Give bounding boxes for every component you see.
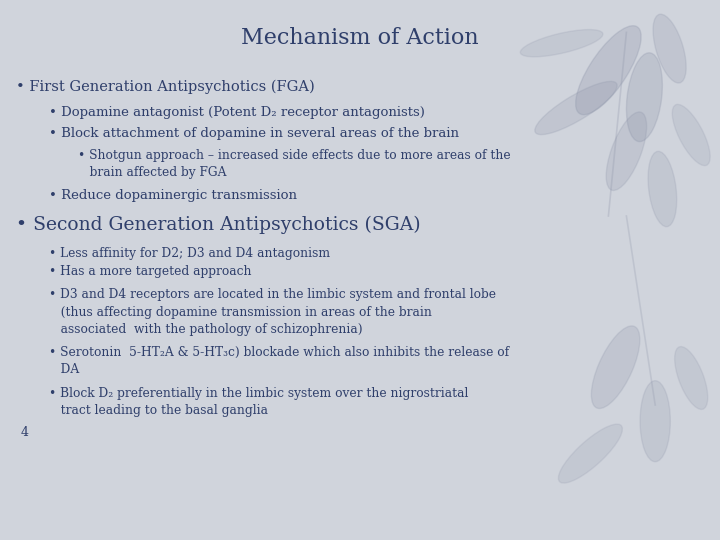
Text: (thus affecting dopamine transmission in areas of the brain: (thus affecting dopamine transmission in… <box>49 306 432 319</box>
Text: • Block D₂ preferentially in the limbic system over the nigrostriatal: • Block D₂ preferentially in the limbic … <box>49 387 468 400</box>
Text: • Second Generation Antipsychotics (SGA): • Second Generation Antipsychotics (SGA) <box>16 216 420 234</box>
Ellipse shape <box>675 347 708 409</box>
Text: • D3 and D4 receptors are located in the limbic system and frontal lobe: • D3 and D4 receptors are located in the… <box>49 288 496 301</box>
Text: • Shotgun approach – increased side effects due to more areas of the: • Shotgun approach – increased side effe… <box>78 149 510 162</box>
Text: • Serotonin  5-HT₂A & 5-HT₃c) blockade which also inhibits the release of: • Serotonin 5-HT₂A & 5-HT₃c) blockade wh… <box>49 346 509 359</box>
Ellipse shape <box>591 326 640 408</box>
Text: DA: DA <box>49 363 79 376</box>
Ellipse shape <box>521 30 603 57</box>
Text: Mechanism of Action: Mechanism of Action <box>241 27 479 49</box>
Text: • Has a more targeted approach: • Has a more targeted approach <box>49 265 251 278</box>
Text: • Block attachment of dopamine in several areas of the brain: • Block attachment of dopamine in severa… <box>49 127 459 140</box>
Text: • First Generation Antipsychotics (FGA): • First Generation Antipsychotics (FGA) <box>16 79 315 93</box>
Ellipse shape <box>576 26 641 114</box>
Text: • Dopamine antagonist (Potent D₂ receptor antagonists): • Dopamine antagonist (Potent D₂ recepto… <box>49 106 425 119</box>
Text: 4: 4 <box>20 426 28 438</box>
Text: associated  with the pathology of schizophrenia): associated with the pathology of schizop… <box>49 323 363 336</box>
Ellipse shape <box>535 82 617 134</box>
Text: • Less affinity for D2; D3 and D4 antagonism: • Less affinity for D2; D3 and D4 antago… <box>49 247 330 260</box>
Ellipse shape <box>672 104 710 166</box>
Ellipse shape <box>653 14 686 83</box>
Ellipse shape <box>606 112 647 191</box>
Text: brain affected by FGA: brain affected by FGA <box>78 166 226 179</box>
Text: tract leading to the basal ganglia: tract leading to the basal ganglia <box>49 404 268 417</box>
Ellipse shape <box>640 381 670 462</box>
Ellipse shape <box>626 53 662 141</box>
Ellipse shape <box>559 424 622 483</box>
Text: • Reduce dopaminergic transmission: • Reduce dopaminergic transmission <box>49 189 297 202</box>
Ellipse shape <box>648 151 677 227</box>
